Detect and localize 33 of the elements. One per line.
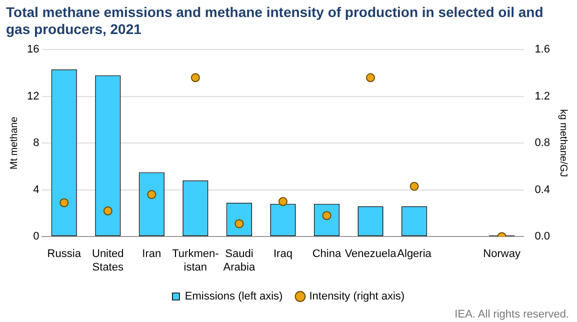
x-tick-label: Norway (483, 248, 521, 260)
point (366, 73, 376, 82)
y-tick-label: 12 (26, 90, 40, 102)
legend-label: Intensity (right axis) (309, 290, 405, 303)
x-tick-label: Algeria (397, 248, 432, 260)
y2-tick-label: 1.2 (534, 90, 550, 102)
legend-label: Emissions (left axis) (184, 290, 283, 303)
y-tick-label: 4 (33, 184, 40, 196)
point (60, 198, 69, 208)
x-tick-label: United States (92, 248, 124, 274)
x-tick-label: Venezuela (344, 248, 398, 260)
point (278, 197, 288, 206)
y2-tick-label: 1.6 (534, 44, 550, 56)
y2-tick-label: 0.4 (534, 184, 550, 196)
x-tick-label: China (312, 248, 342, 260)
x-tick-label: Iran (142, 248, 162, 260)
point (410, 182, 419, 191)
point (147, 190, 156, 200)
chart-title: Total methane emissions and methane intensity of production in selected oil and gas producers, 2021 (6, 4, 544, 38)
text: IEA. All rights reserved. (454, 308, 569, 321)
y2-axis-title: kg methane/GJ (557, 109, 568, 178)
point (190, 73, 200, 82)
y-tick-label: 16 (26, 44, 40, 56)
x-tick-label: Russia (47, 248, 82, 260)
point (103, 206, 112, 216)
y-axis-title: Mt methane (8, 116, 20, 170)
y2-tick-label: 0.8 (534, 137, 550, 150)
y-tick-label: 8 (33, 137, 40, 150)
x-tick-label: Turkmen-istan (172, 248, 220, 274)
y2-tick-label: 0.0 (534, 230, 550, 243)
x-tick-label: Saudi Arabia (223, 248, 256, 274)
y-tick-label: 0 (33, 230, 40, 243)
x-tick-label: Iraq (273, 248, 292, 260)
